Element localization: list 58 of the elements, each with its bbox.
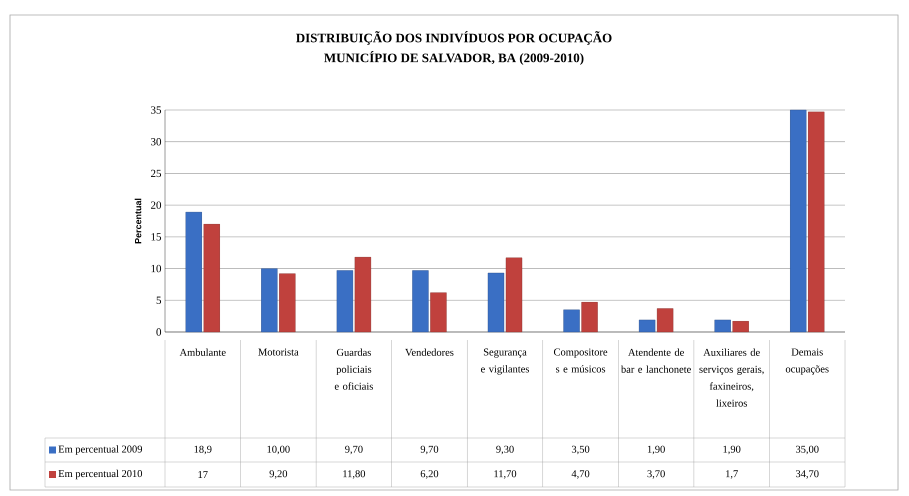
- bar: [261, 268, 278, 332]
- bar: [354, 256, 372, 332]
- data-label: 18,9: [194, 446, 212, 454]
- data-label: 1,7: [726, 470, 738, 479]
- data-label: 9,70: [345, 446, 363, 454]
- bar: [336, 270, 354, 332]
- legend-label: Em percentual 2010: [58, 470, 142, 480]
- data-label: 34,70: [796, 470, 819, 479]
- x-tick-label: Vendedores: [405, 348, 454, 356]
- bar: [412, 270, 429, 332]
- y-tick-label: 0: [156, 328, 162, 336]
- data-label: 35,00: [796, 446, 819, 454]
- y-tick-label: 10: [151, 264, 162, 272]
- x-tick-label: Segurança e vigilantes: [481, 348, 530, 375]
- bar: [732, 321, 749, 332]
- x-tick-label: Auxiliares de serviços gerais, faxineiros, lixeiros: [699, 348, 764, 407]
- bar: [488, 272, 504, 332]
- bar: [506, 258, 522, 332]
- data-label: 11,70: [494, 470, 516, 479]
- bar: [656, 308, 674, 332]
- bar: [430, 292, 447, 332]
- bar: [563, 310, 580, 332]
- bar: [808, 112, 824, 332]
- data-label: 4,70: [572, 470, 590, 479]
- bar: [204, 224, 220, 332]
- x-tick-label: Guardas policiais e oficiais: [334, 348, 373, 390]
- data-label: 6,20: [420, 470, 438, 479]
- y-tick-label: 20: [151, 201, 162, 209]
- x-tick-label: Ambulante: [180, 348, 226, 356]
- bar: [279, 273, 296, 332]
- y-tick-label: 35: [151, 106, 162, 114]
- bar: [714, 320, 731, 332]
- data-label: 3,50: [572, 446, 590, 454]
- chart-title: DISTRIBUIÇÃO DOS INDIVÍDUOS POR OCUPAÇÃO: [296, 31, 612, 45]
- data-label: 9,30: [496, 446, 514, 454]
- y-tick-label: 15: [151, 233, 162, 241]
- x-tick-label: Motorista: [258, 348, 299, 356]
- data-label: 1,90: [648, 446, 665, 454]
- y-axis-title: Percentual: [134, 198, 142, 244]
- chart-subtitle: MUNICÍPIO DE SALVADOR, BA (2009-2010): [324, 51, 584, 65]
- data-label: 3,70: [647, 470, 665, 479]
- legend-label: Em percentual 2009: [58, 445, 142, 455]
- data-label: 9,70: [420, 446, 438, 454]
- x-tick-label: Compositore s e músicos: [554, 348, 608, 372]
- data-label: 1,90: [723, 446, 740, 454]
- bar: [638, 320, 656, 332]
- y-tick-label: 25: [151, 170, 162, 178]
- x-tick-label: Atendente de bar e lanchonete: [620, 348, 691, 373]
- y-tick-label: 30: [151, 138, 162, 146]
- data-label: 9,20: [270, 470, 288, 479]
- data-label: 10,00: [267, 446, 290, 454]
- bar: [790, 110, 806, 332]
- bar: [581, 302, 598, 332]
- data-label: 17: [198, 471, 208, 478]
- data-label: 11,80: [343, 470, 366, 479]
- y-tick-label: 5: [156, 296, 162, 304]
- x-tick-label: Demais ocupações: [786, 348, 829, 375]
- bar: [186, 212, 202, 332]
